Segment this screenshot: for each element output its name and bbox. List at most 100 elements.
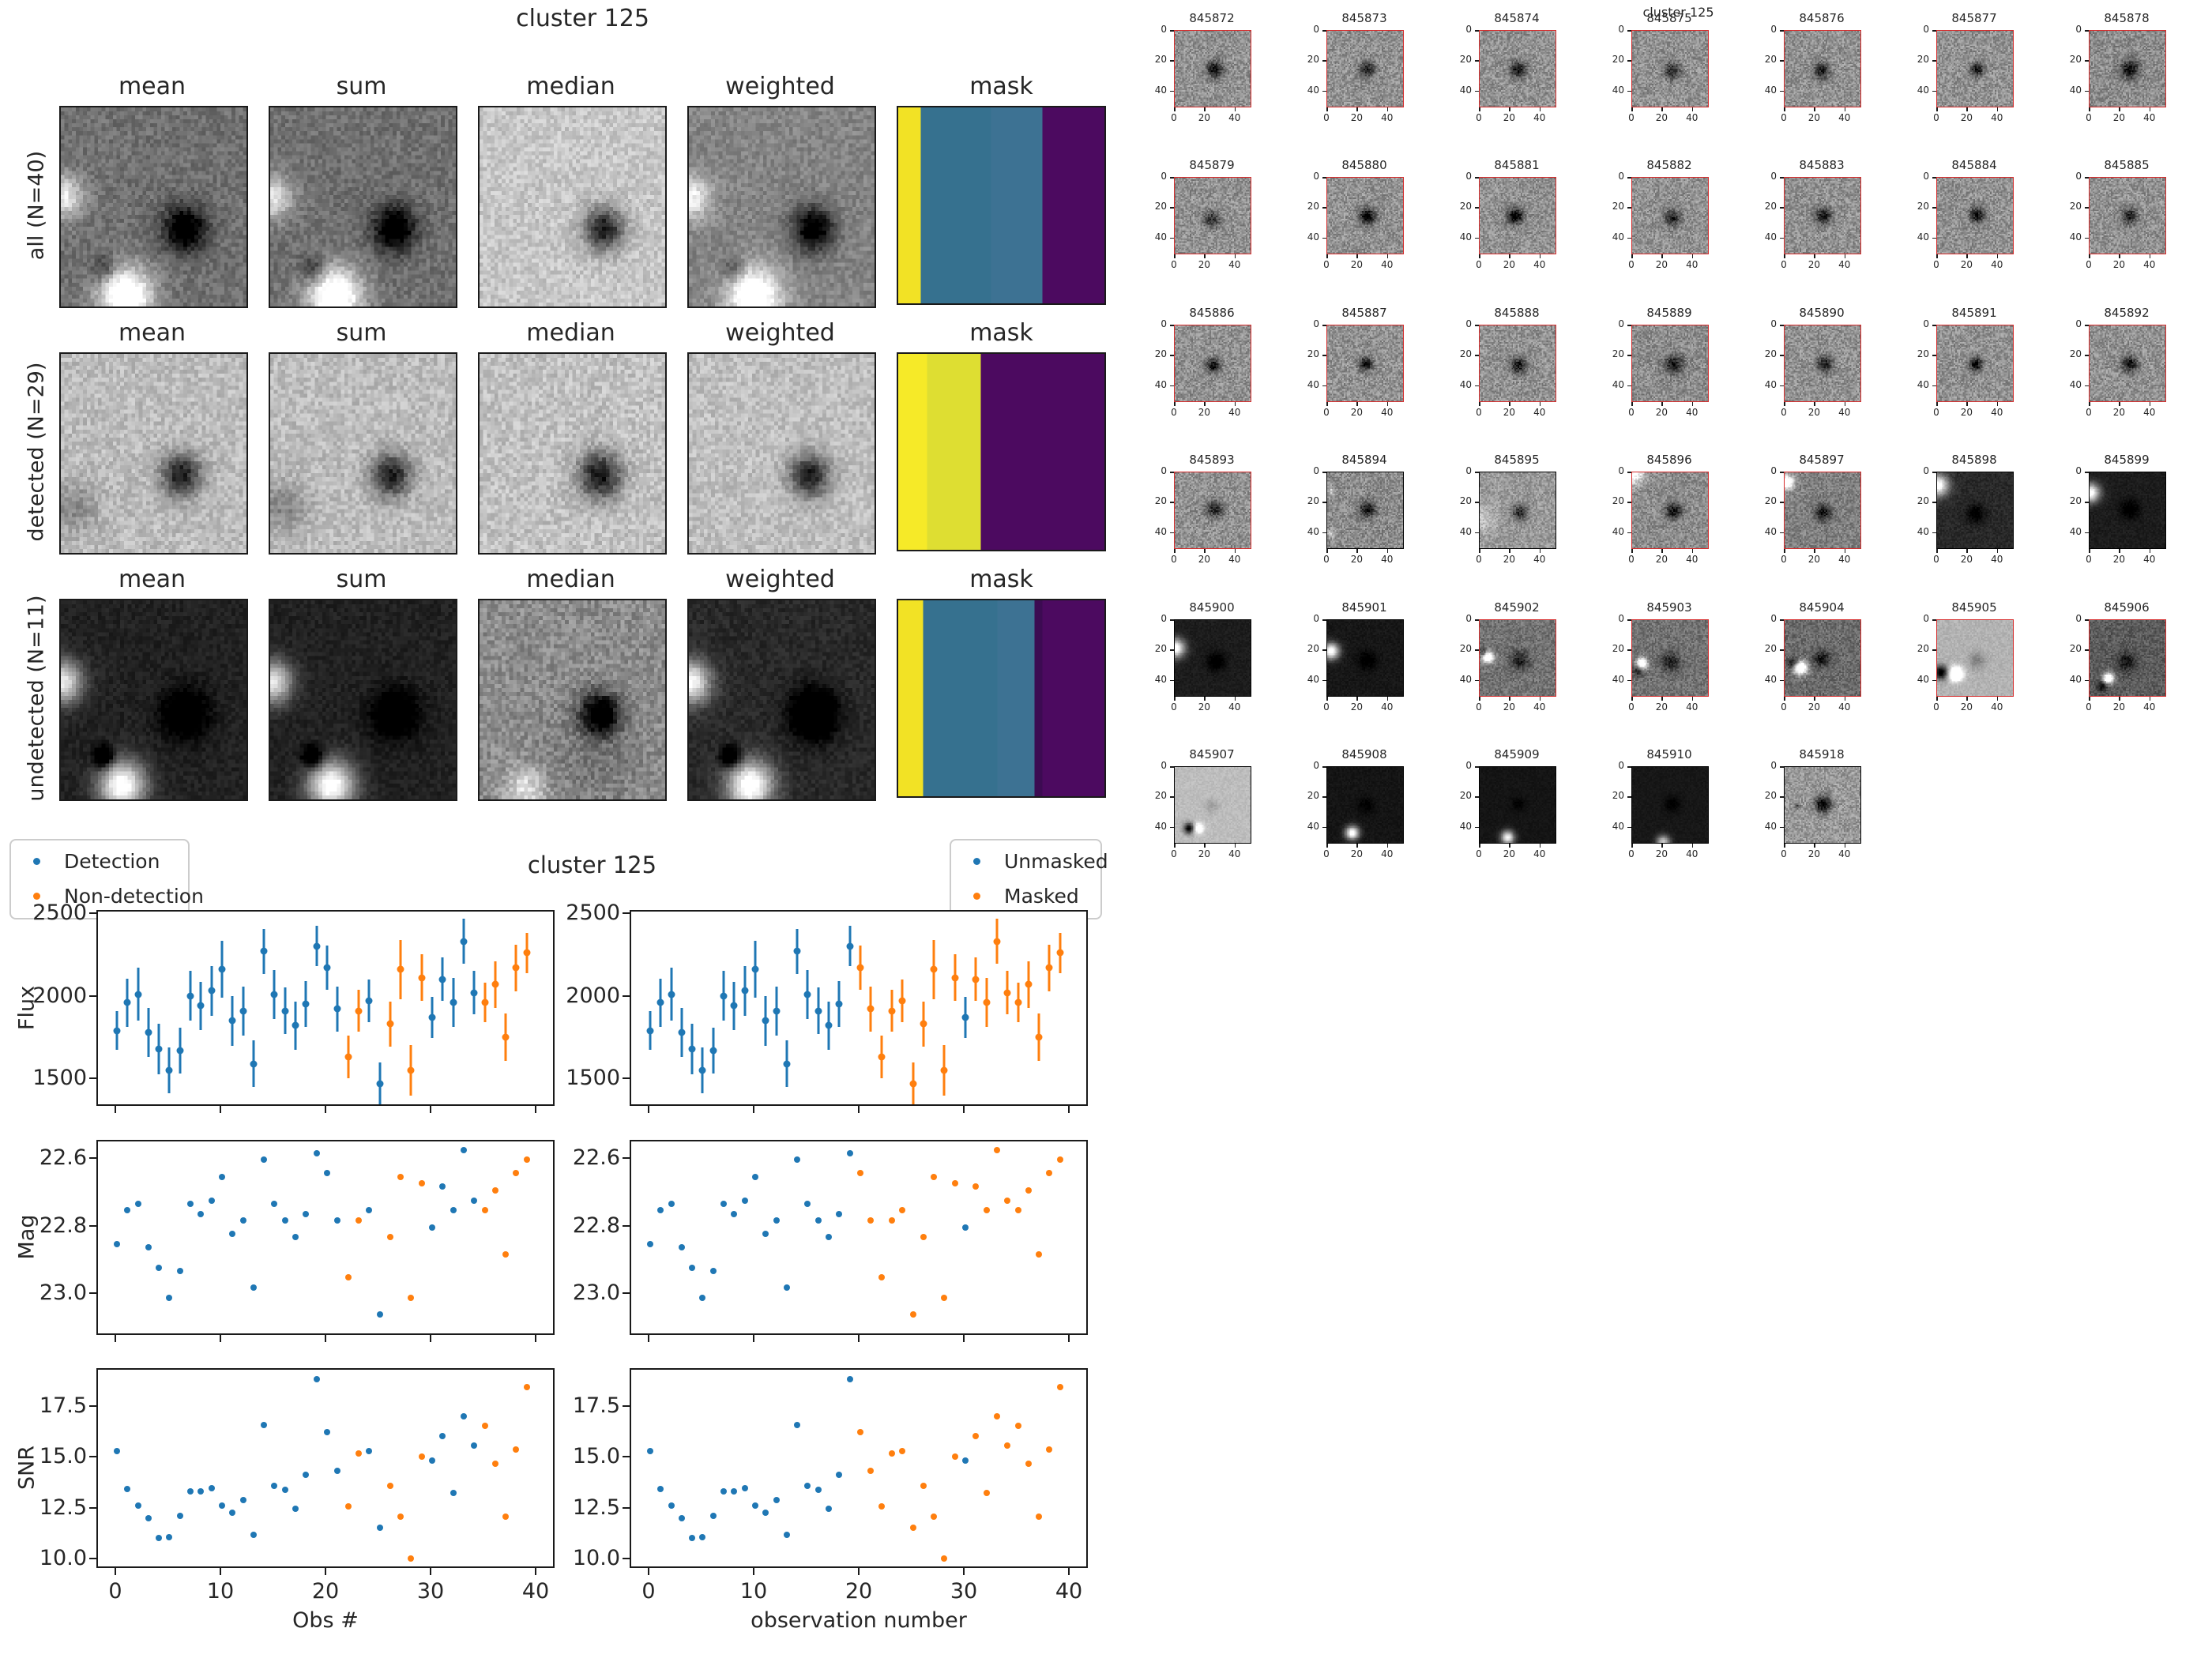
cutout-image — [1174, 177, 1251, 254]
snr-point — [145, 1515, 152, 1522]
y-tick-mark — [2085, 60, 2089, 62]
cutout-cell: 845900 0 20 40 0 20 40 — [1147, 600, 1300, 717]
y-tick-label: 17.5 — [572, 1393, 620, 1418]
y-tick-mark — [1780, 237, 1784, 239]
cutout-cell: 845872 0 20 40 0 20 40 — [1147, 11, 1300, 128]
x-tick-label: 40 — [1686, 701, 1698, 713]
cutout-title: 845877 — [1951, 11, 1997, 25]
cutout-image — [2089, 325, 2166, 402]
cutout-image — [1784, 472, 1861, 549]
column-header-mean: mean — [118, 73, 186, 100]
mag-point — [826, 1234, 833, 1241]
snr-point — [460, 1413, 467, 1420]
y-tick-mark — [1322, 325, 1326, 326]
y-tick-label: 20 — [1154, 201, 1167, 212]
cutout-image — [2089, 619, 2166, 697]
y-tick-label: 20 — [1612, 201, 1624, 212]
snr-point — [229, 1509, 236, 1516]
x-tick-mark — [858, 1106, 860, 1113]
snr-point — [646, 1448, 653, 1455]
x-tick-label: 20 — [1808, 259, 1821, 270]
y-tick-mark — [1322, 619, 1326, 621]
x-tick-label: 0 — [1628, 259, 1635, 270]
flux-point — [186, 992, 194, 1000]
mag-point — [1014, 1207, 1021, 1214]
y-tick-label: 20 — [1154, 495, 1167, 507]
mag-point — [846, 1149, 853, 1156]
flux-point — [281, 1007, 289, 1015]
y-tick-label: 40 — [1917, 525, 1929, 537]
cutout-image — [1784, 177, 1861, 254]
snr-point — [909, 1525, 916, 1532]
snr-point — [313, 1375, 320, 1382]
snr-point — [176, 1512, 183, 1519]
y-tick-label: 23.0 — [572, 1280, 620, 1305]
x-tick-mark — [1814, 107, 1815, 111]
legend-label: Masked — [1004, 885, 1079, 908]
y-tick-mark — [1322, 766, 1326, 768]
y-tick-label: 22.6 — [39, 1145, 87, 1171]
x-tick-label: 40 — [1838, 701, 1851, 713]
y-tick-label: 0 — [1923, 318, 1929, 329]
x-tick-mark — [1691, 843, 1694, 848]
cutout-title: 845903 — [1646, 600, 1692, 615]
y-tick-label: 40 — [2069, 231, 2082, 243]
flux-point — [730, 1002, 738, 1010]
x-tick-label: 20 — [1960, 259, 1973, 270]
snr-point — [1036, 1513, 1043, 1520]
flux-point — [512, 964, 520, 972]
y-tick-mark — [1780, 619, 1784, 621]
snr-point — [1025, 1460, 1032, 1467]
cutout-cell: 845898 0 20 40 0 20 40 — [1909, 453, 2062, 570]
cutout-cell: 845887 0 20 40 0 20 40 — [1300, 306, 1452, 423]
x-tick-label: 20 — [1655, 848, 1668, 859]
x-tick-mark — [2149, 401, 2151, 406]
y-tick-label: 0 — [1618, 171, 1624, 182]
mag-point — [113, 1240, 120, 1247]
y-tick-label: 40 — [1154, 673, 1167, 685]
x-tick-mark — [752, 1335, 754, 1342]
mag-point — [418, 1180, 425, 1187]
flux-point — [793, 947, 801, 955]
snr-point — [951, 1453, 958, 1460]
x-tick-label: 0 — [1171, 407, 1177, 418]
x-tick-label: 40 — [1055, 1579, 1083, 1604]
x-tick-mark — [1996, 254, 1999, 258]
stack-image-weighted — [687, 352, 876, 555]
y-tick-mark — [1322, 90, 1326, 92]
x-tick-label: 0 — [1781, 407, 1787, 418]
x-tick-mark — [1936, 696, 1938, 701]
cutout-image — [1784, 766, 1861, 844]
snr-point — [657, 1486, 664, 1493]
flux-point — [803, 991, 811, 998]
x-tick-mark — [2089, 401, 2090, 406]
y-tick-mark — [1780, 385, 1784, 387]
cutout-image — [1631, 30, 1709, 107]
column-header-median: median — [526, 73, 615, 100]
flux-point — [1045, 964, 1053, 972]
snr-point — [450, 1490, 457, 1497]
flux-point — [741, 987, 749, 995]
y-tick-label: 40 — [1764, 525, 1777, 537]
snr-point — [720, 1487, 728, 1495]
flux-point — [333, 1005, 341, 1013]
y-tick-mark — [1170, 766, 1174, 768]
x-tick-label: 20 — [1655, 112, 1668, 123]
cutout-title: 845895 — [1494, 453, 1540, 467]
x-tick-label: 0 — [1476, 407, 1482, 418]
mag-point — [972, 1183, 980, 1190]
snr-point — [993, 1413, 1000, 1420]
cutout-image — [1174, 472, 1251, 549]
mag-point — [366, 1207, 373, 1214]
snr-point — [1046, 1446, 1053, 1453]
cutout-cell: 845880 0 20 40 0 20 40 — [1300, 158, 1452, 275]
y-tick-label: 0 — [1923, 24, 1929, 35]
y-tick-label: 2500 — [566, 901, 620, 926]
x-tick-mark — [1631, 254, 1633, 258]
stack-mask-image — [897, 599, 1106, 798]
x-tick-mark — [2149, 107, 2151, 111]
cutout-cell: 845904 0 20 40 0 20 40 — [1757, 600, 1909, 717]
x-tick-mark — [1234, 254, 1236, 258]
y-tick-mark — [1627, 207, 1631, 209]
mag-point — [450, 1207, 457, 1214]
